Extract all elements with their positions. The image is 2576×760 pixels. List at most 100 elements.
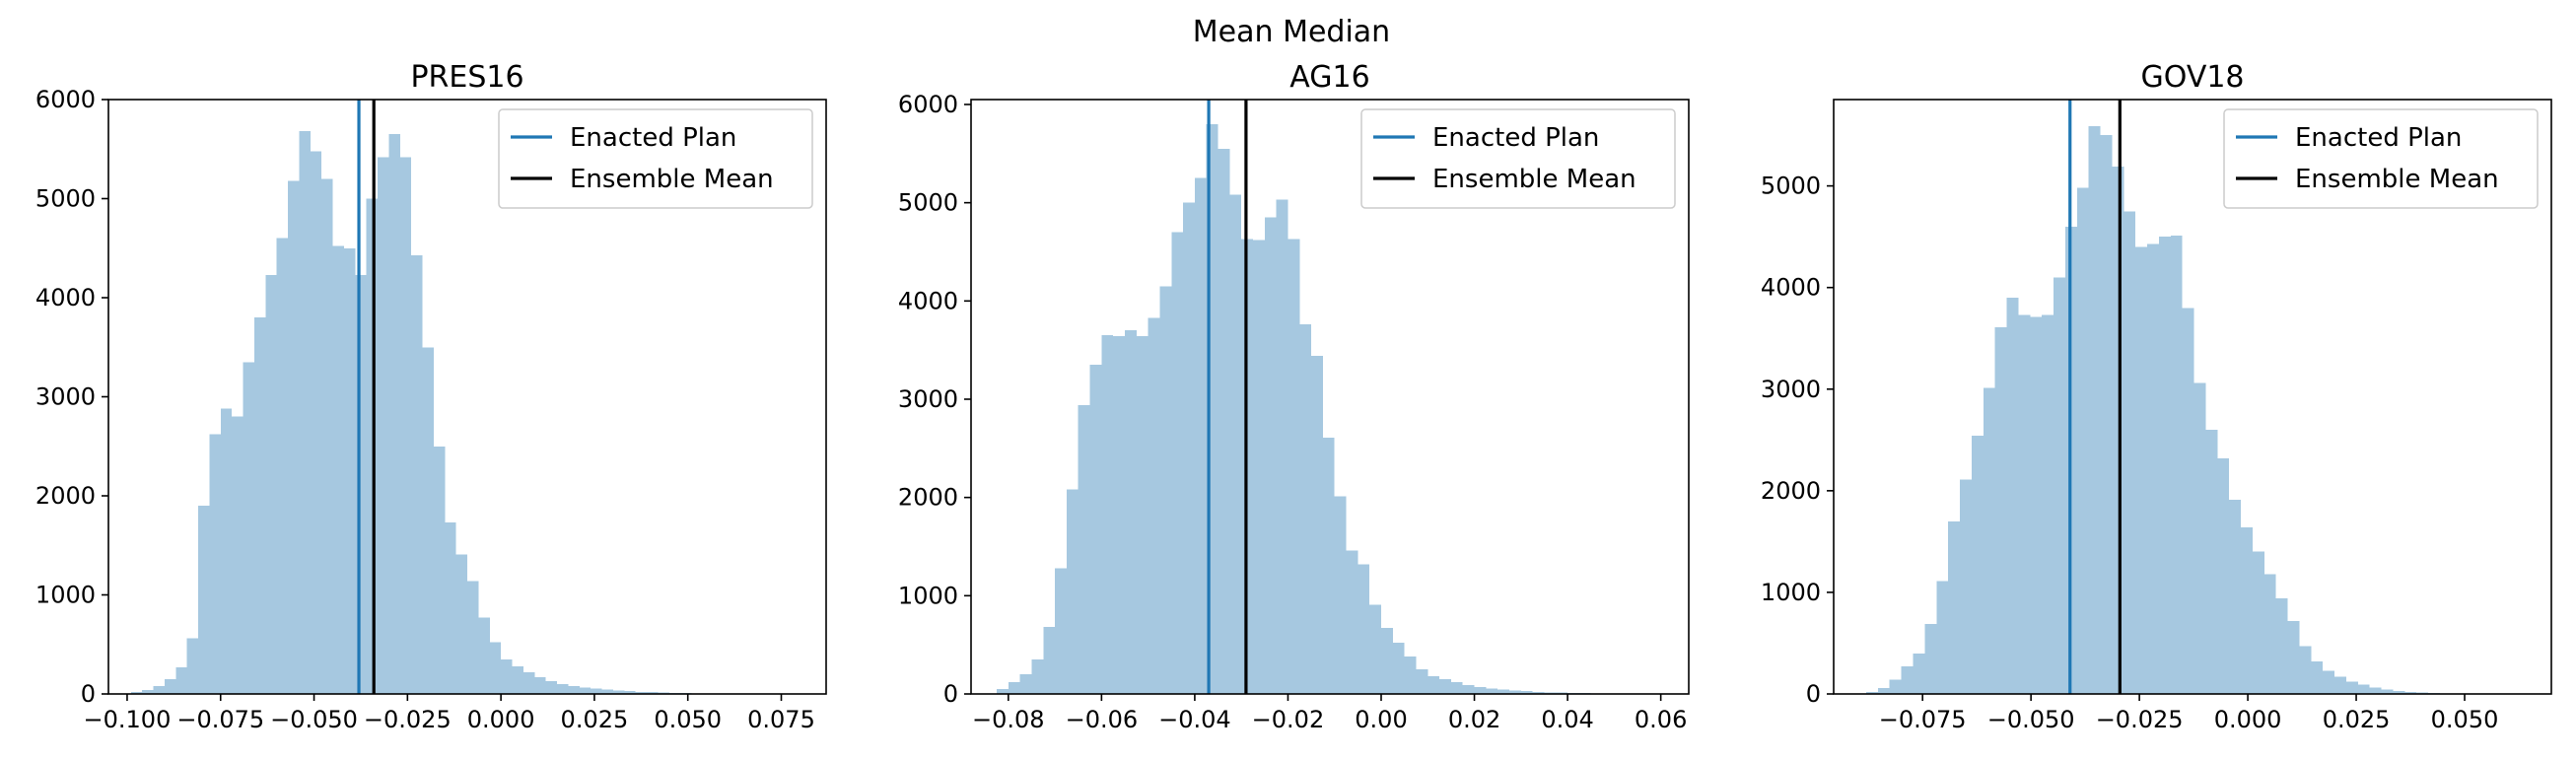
legend-box [1360, 108, 1676, 209]
legend-box [2223, 108, 2539, 209]
axes-frame [970, 99, 1690, 695]
y-tick-label: 4000 [898, 287, 958, 314]
x-tick-label: −0.025 [2096, 706, 2184, 733]
histogram-bar [1136, 336, 1149, 694]
y-tick-label: 5000 [898, 189, 958, 217]
legend-label: Ensemble Mean [1432, 165, 1636, 194]
histogram-bar [1994, 326, 2007, 694]
histogram-bar [2170, 236, 2183, 694]
histogram-bar [1392, 643, 1405, 694]
legend: Enacted Plan Ensemble Mean [2223, 108, 2539, 209]
histogram-bar [2252, 551, 2264, 694]
histogram-bar [612, 690, 625, 694]
histogram-bar [1206, 123, 1218, 695]
histogram-bar [522, 671, 535, 694]
histogram-bar [1078, 404, 1090, 694]
histogram-bar [2006, 298, 2019, 694]
y-tick-label: 2000 [35, 482, 96, 510]
x-tick-label: 0.075 [747, 706, 815, 733]
legend: Enacted Plan Ensemble Mean [1360, 108, 1676, 209]
histogram-bar [534, 676, 546, 694]
panel-title: AG16 [1289, 60, 1369, 95]
histogram-bar [2054, 277, 2065, 694]
histogram-bar [1008, 682, 1020, 694]
y-tick-label: 3000 [1761, 376, 1821, 403]
histogram-bar [478, 617, 490, 694]
histogram-bar [1148, 317, 1160, 694]
y-tick-label: 3000 [898, 385, 958, 413]
x-tick-label: 0.000 [2214, 706, 2282, 733]
histogram-bar [321, 178, 333, 694]
histogram-bar [1877, 687, 1890, 694]
histogram-bar [489, 642, 502, 694]
histogram-bar [1439, 679, 1451, 694]
x-tick-label: 0.050 [2431, 706, 2499, 733]
histogram-bar [1288, 239, 1300, 694]
histogram-bar [997, 689, 1009, 694]
histogram-bars [1865, 125, 2499, 695]
histogram-bar [2018, 314, 2031, 694]
histogram-bar [1901, 666, 1914, 694]
histogram-bar [1334, 496, 1347, 694]
histogram-bar [1019, 674, 1032, 694]
histogram-bar [1055, 568, 1067, 694]
histogram-bar [2345, 681, 2358, 694]
histogram-bar [2404, 691, 2417, 694]
histogram-bar [2311, 661, 2324, 694]
histogram-bar [164, 678, 176, 694]
y-tick-label: 0 [943, 680, 958, 708]
histogram-bar [1544, 692, 1557, 694]
histogram-bar [557, 683, 569, 694]
histogram-bar [220, 408, 233, 694]
histogram-bar [130, 691, 143, 694]
histogram-bar [2334, 676, 2346, 694]
histogram-bar [343, 247, 356, 694]
histogram-bar [142, 689, 154, 694]
histogram-bar [2323, 670, 2335, 694]
histogram-bar [647, 692, 659, 694]
legend: Enacted Plan Ensemble Mean [498, 108, 813, 209]
histogram-bar [501, 658, 513, 694]
histogram-bar [1113, 336, 1125, 694]
histogram-bar [1101, 335, 1114, 694]
x-tick-label: −0.100 [84, 706, 172, 733]
y-tick-label: 0 [81, 680, 96, 708]
histogram-bar [591, 688, 602, 694]
histogram-bar [2193, 382, 2206, 694]
histogram-bar [545, 680, 558, 694]
x-tick-label: −0.075 [1879, 706, 1967, 733]
legend-label: Enacted Plan [570, 123, 736, 153]
histogram-bar [1416, 669, 1428, 694]
x-tick-label: 0.000 [467, 706, 535, 733]
histogram-bar [1948, 520, 1961, 694]
histogram-bar [2287, 620, 2300, 694]
histogram-bar [2241, 526, 2253, 694]
histogram-bar [175, 666, 187, 694]
histogram-bar [153, 685, 165, 694]
histogram-bar [209, 434, 221, 694]
histogram-bar [1532, 691, 1545, 694]
histogram-bar [455, 554, 468, 694]
y-tick-label: 0 [1806, 680, 1821, 708]
histogram-bar [366, 198, 378, 694]
histogram-bar [299, 131, 311, 694]
histogram-bar [2135, 246, 2148, 694]
histogram-bars [130, 131, 771, 695]
histogram-bar [1311, 356, 1323, 694]
histogram-bar [2275, 598, 2288, 694]
x-tick-label: 0.06 [1635, 706, 1687, 733]
panel-gov18: −0.075 −0.050 −0.025 0.000 0.025 0.050 0 1000 20… [1761, 60, 2552, 733]
y-tick-label: 5000 [1761, 173, 1821, 200]
histogram-bar [1509, 690, 1521, 694]
x-tick-label: 0.00 [1355, 706, 1407, 733]
histogram-bar [2100, 135, 2113, 694]
x-tick-label: −0.02 [1252, 706, 1325, 733]
histogram-bar [310, 151, 322, 694]
y-tick-label: 6000 [35, 86, 96, 113]
histogram-bar [2076, 187, 2089, 694]
histogram-bar [378, 157, 389, 695]
x-tick-label: −0.050 [270, 706, 358, 733]
histogram-bar [568, 685, 580, 694]
x-tick-label: −0.050 [1987, 706, 2075, 733]
